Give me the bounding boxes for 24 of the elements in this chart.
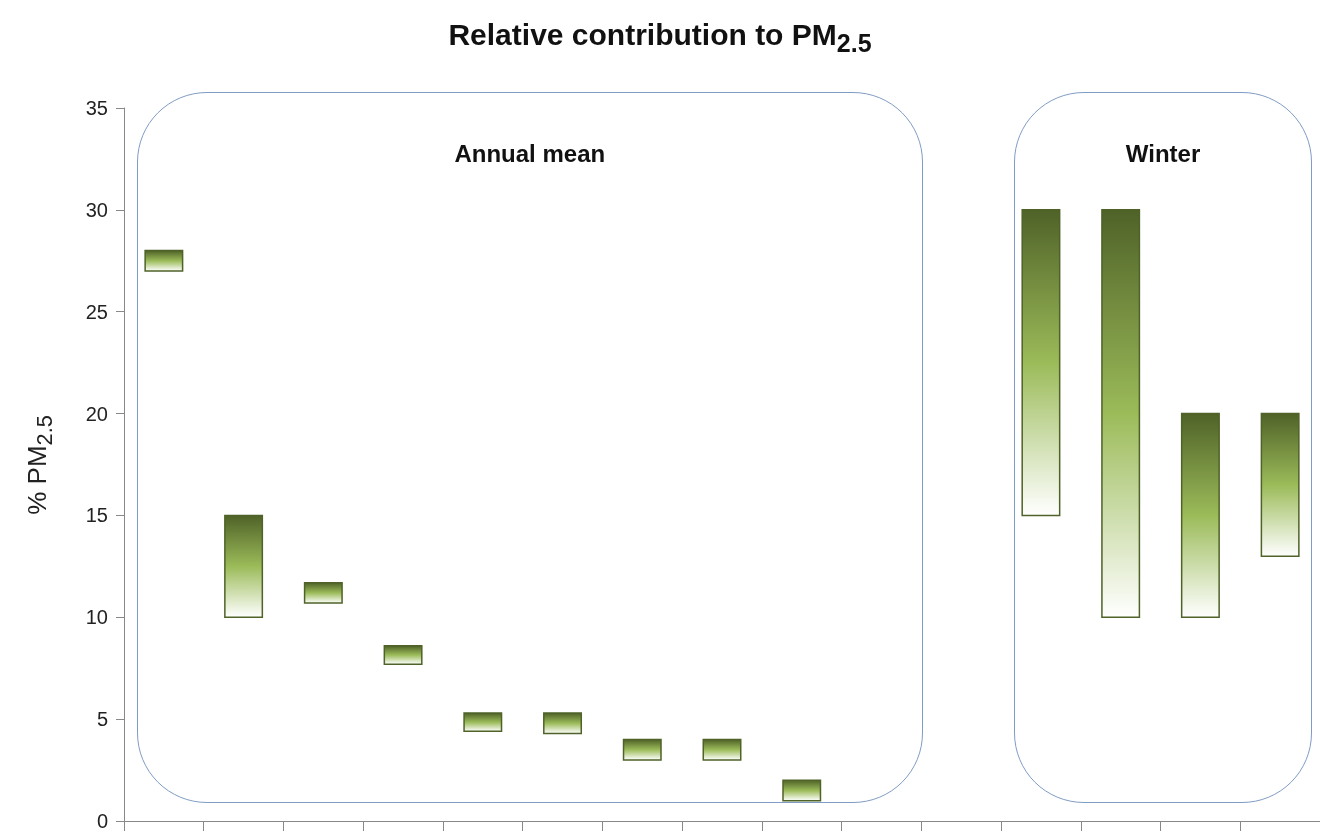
y-tick-label: 35 [85,97,108,119]
bar [622,738,662,761]
bar [224,514,264,619]
bar [1021,209,1061,517]
bar [463,712,503,733]
bar [1180,412,1220,619]
chart-title: Relative contribution to PM$_{2.5}$ [447,18,873,58]
annotation: Winter [1125,140,1201,168]
y-tick-label: 30 [85,198,108,221]
y-tick-label: 0 [96,810,108,832]
y-tick-label: 10 [85,606,108,629]
bar [1260,412,1300,557]
y-tick-label: 20 [85,402,108,425]
bar [144,249,184,272]
bar [702,738,742,761]
y-tick-label: 15 [85,504,108,527]
bar [1101,209,1141,619]
bar [543,712,583,735]
y-tick-label: 25 [85,300,108,323]
bar [383,645,423,665]
bar [303,581,343,604]
y-tick-label: 5 [96,708,108,731]
annotation: Annual mean [454,140,606,168]
bar [782,779,822,802]
